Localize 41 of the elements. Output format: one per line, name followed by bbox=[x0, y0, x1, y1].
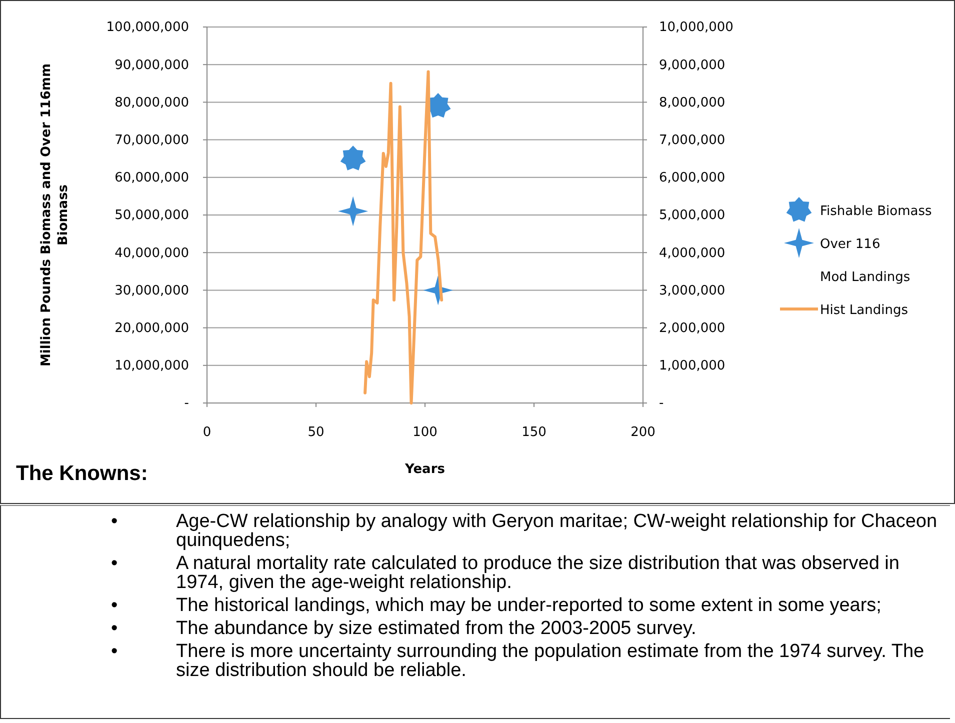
y2-tick-label: 6,000,000 bbox=[659, 170, 726, 186]
text: • There is more uncertainty surrounding the population estimate from the 1974 survey. The size distribution should be reliable. bbox=[111, 641, 924, 681]
text: The Knowns: bbox=[16, 462, 148, 486]
y2-tick-label: 2,000,000 bbox=[659, 320, 726, 336]
y-tick-label: 40,000,000 bbox=[114, 246, 189, 261]
x-tick-label: 150 bbox=[522, 425, 546, 440]
y2-tick-label: 7,000,000 bbox=[659, 132, 726, 148]
x-tick-label: 200 bbox=[630, 425, 656, 440]
legend-label: Hist Landings bbox=[820, 303, 908, 318]
y-tick-label: 100,000,000 bbox=[106, 20, 189, 36]
y2-tick-label: 10,000,000 bbox=[659, 20, 734, 36]
y-tick-label: 30,000,000 bbox=[114, 283, 189, 298]
y2-tick-label: 5,000,000 bbox=[659, 208, 726, 224]
text: • Age-CW relationship by analogy with Geryon maritae; CW-weight relationship for Chaceon quinquedens; bbox=[111, 511, 938, 551]
y2-tick-label: 8,000,000 bbox=[659, 95, 726, 110]
y-tick-label: 80,000,000 bbox=[114, 95, 189, 110]
text: • The historical landings, which may be under-reported to some extent in some years; bbox=[111, 595, 882, 616]
y-tick-label: 90,000,000 bbox=[114, 58, 189, 73]
legend-label: Over 116 bbox=[820, 237, 880, 252]
x-axis-title: Years bbox=[404, 462, 446, 477]
legend-label: Fishable Biomass bbox=[820, 204, 932, 219]
y2-tick-label: 1,000,000 bbox=[659, 358, 726, 374]
y-axis-title: Million Pounds Biomass and Over 116mm Biomass bbox=[39, 64, 71, 366]
y-tick-label: - bbox=[184, 396, 190, 412]
y-tick-label: 20,000,000 bbox=[114, 320, 189, 336]
y-tick-label: 10,000,000 bbox=[114, 358, 189, 374]
y2-tick-label: - bbox=[659, 396, 664, 412]
y-tick-label: 50,000,000 bbox=[114, 208, 189, 224]
point bbox=[338, 196, 368, 226]
text: • The abundance by size estimated from the 2003-2005 survey. bbox=[111, 618, 696, 639]
y2-tick-label: 3,000,000 bbox=[659, 283, 726, 298]
y-tick-label: 70,000,000 bbox=[114, 132, 189, 148]
point bbox=[340, 146, 366, 170]
y2-tick-label: 4,000,000 bbox=[659, 246, 726, 261]
text: • A natural mortality rate calculated to produce the size distribution that was observed in 1974, given the age-weight relationship. bbox=[111, 553, 900, 593]
x-tick-label: 100 bbox=[412, 425, 438, 440]
x-tick-label: 50 bbox=[308, 425, 324, 440]
x-tick-label: 0 bbox=[202, 425, 212, 440]
text: Mod Landings bbox=[820, 270, 910, 285]
y-tick-label: 60,000,000 bbox=[114, 170, 189, 186]
y2-tick-label: 9,000,000 bbox=[659, 58, 726, 73]
